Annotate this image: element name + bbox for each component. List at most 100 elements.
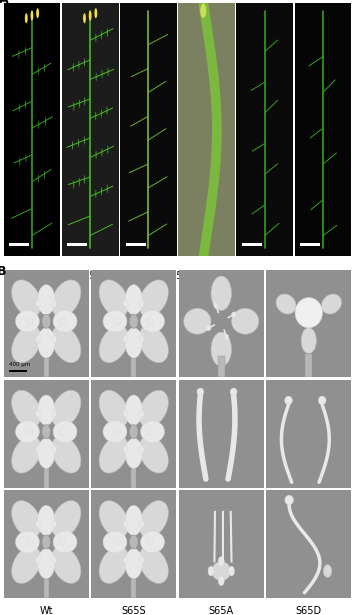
Ellipse shape [125, 549, 142, 579]
Ellipse shape [60, 429, 65, 435]
Ellipse shape [115, 429, 120, 435]
Ellipse shape [140, 521, 144, 528]
Ellipse shape [123, 521, 128, 528]
Text: S65D: S65D [280, 271, 306, 281]
Ellipse shape [147, 319, 153, 324]
Ellipse shape [139, 280, 168, 317]
Ellipse shape [125, 506, 142, 536]
Ellipse shape [208, 566, 214, 576]
Ellipse shape [78, 60, 79, 69]
Ellipse shape [218, 576, 224, 585]
Ellipse shape [103, 531, 127, 553]
Ellipse shape [147, 539, 153, 545]
Ellipse shape [73, 102, 74, 111]
Ellipse shape [95, 33, 96, 42]
Ellipse shape [31, 10, 33, 21]
Ellipse shape [16, 421, 39, 442]
Ellipse shape [99, 280, 129, 317]
Bar [300, 242, 320, 245]
Ellipse shape [211, 332, 231, 367]
Ellipse shape [38, 506, 55, 536]
Ellipse shape [211, 276, 231, 311]
Ellipse shape [51, 391, 81, 427]
Ellipse shape [36, 300, 40, 307]
Ellipse shape [139, 325, 168, 363]
Ellipse shape [12, 501, 41, 538]
Ellipse shape [125, 328, 142, 358]
Ellipse shape [42, 425, 50, 438]
Ellipse shape [106, 106, 108, 115]
Ellipse shape [229, 566, 235, 576]
Ellipse shape [99, 501, 129, 538]
Ellipse shape [51, 501, 81, 538]
Ellipse shape [25, 47, 26, 55]
Ellipse shape [27, 319, 33, 324]
Ellipse shape [12, 325, 41, 363]
Ellipse shape [206, 325, 211, 331]
Ellipse shape [79, 100, 80, 108]
Ellipse shape [103, 421, 127, 442]
Ellipse shape [276, 294, 296, 314]
Ellipse shape [123, 446, 128, 453]
Ellipse shape [123, 300, 128, 307]
Ellipse shape [53, 311, 77, 332]
Ellipse shape [139, 546, 168, 584]
Ellipse shape [140, 300, 144, 307]
Ellipse shape [44, 170, 45, 180]
Ellipse shape [79, 178, 80, 186]
Ellipse shape [83, 13, 86, 23]
Bar [67, 242, 87, 245]
Polygon shape [131, 579, 136, 598]
Ellipse shape [25, 100, 26, 109]
Ellipse shape [130, 314, 138, 328]
Ellipse shape [139, 391, 168, 427]
Text: B: B [0, 265, 6, 279]
Ellipse shape [60, 319, 65, 324]
Polygon shape [131, 358, 136, 377]
Ellipse shape [295, 298, 322, 328]
Ellipse shape [140, 411, 144, 418]
Ellipse shape [200, 3, 207, 18]
Ellipse shape [99, 436, 129, 473]
Ellipse shape [125, 395, 142, 425]
Ellipse shape [36, 8, 39, 18]
Ellipse shape [52, 446, 57, 453]
Ellipse shape [130, 535, 138, 549]
Ellipse shape [84, 175, 85, 184]
Ellipse shape [51, 546, 81, 584]
Ellipse shape [38, 438, 55, 468]
Text: S65D: S65D [296, 606, 322, 615]
Ellipse shape [52, 336, 57, 343]
Ellipse shape [123, 411, 128, 418]
Ellipse shape [115, 319, 120, 324]
Ellipse shape [73, 63, 74, 72]
Ellipse shape [78, 138, 79, 148]
Text: S65S: S65S [78, 271, 103, 281]
Ellipse shape [44, 63, 45, 72]
Ellipse shape [52, 411, 57, 418]
Ellipse shape [285, 495, 293, 505]
Ellipse shape [141, 311, 164, 332]
Ellipse shape [318, 396, 326, 405]
Ellipse shape [99, 546, 129, 584]
Ellipse shape [84, 136, 85, 145]
Ellipse shape [230, 388, 237, 395]
Ellipse shape [38, 174, 39, 183]
Ellipse shape [51, 280, 81, 317]
Ellipse shape [51, 325, 81, 363]
Text: S65S: S65S [121, 606, 146, 615]
Text: S65A: S65A [209, 606, 234, 615]
Ellipse shape [52, 521, 57, 528]
Ellipse shape [38, 328, 55, 358]
Ellipse shape [107, 28, 108, 37]
Ellipse shape [51, 436, 81, 473]
Ellipse shape [140, 446, 144, 453]
Ellipse shape [231, 312, 236, 317]
Ellipse shape [130, 425, 138, 438]
Polygon shape [44, 358, 49, 377]
Ellipse shape [38, 395, 55, 425]
Ellipse shape [103, 311, 127, 332]
Ellipse shape [12, 546, 41, 584]
Ellipse shape [16, 311, 39, 332]
Ellipse shape [27, 539, 33, 545]
